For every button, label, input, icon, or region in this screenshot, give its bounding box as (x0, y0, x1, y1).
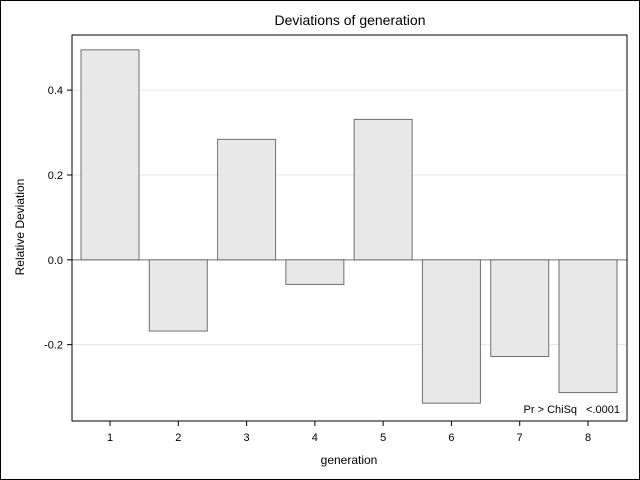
bar (217, 138, 277, 261)
x-axis-ticks: 1 2 3 4 5 6 7 8 (107, 421, 591, 444)
bar (148, 259, 208, 332)
x-tick-label: 4 (312, 432, 318, 444)
x-tick-label: 7 (517, 432, 523, 444)
y-tick-label: -0.2 (44, 340, 63, 352)
chisq-label: Pr > ChiSq (524, 404, 578, 416)
y-axis-label: Relative Deviation (13, 179, 27, 276)
plot-area (71, 34, 628, 422)
x-tick-label: 5 (380, 432, 386, 444)
bar (285, 259, 345, 285)
bar (421, 259, 481, 404)
y-axis-ticks: -0.2 0.0 0.2 0.4 (44, 85, 72, 352)
chisq-annotation: Pr > ChiSq <.0001 (524, 404, 620, 416)
x-tick-label: 3 (244, 432, 250, 444)
x-axis-label: generation (321, 453, 378, 467)
bar (490, 259, 550, 358)
bar (558, 259, 618, 394)
x-tick-label: 1 (107, 432, 113, 444)
x-tick-label: 6 (448, 432, 454, 444)
y-tick-label: 0.2 (48, 170, 63, 182)
chisq-value: <.0001 (586, 404, 620, 416)
y-tick-label: 0.0 (48, 255, 63, 267)
x-tick-label: 8 (585, 432, 591, 444)
bar (80, 49, 140, 261)
y-tick-label: 0.4 (48, 85, 63, 97)
bar (353, 118, 413, 261)
bars (80, 49, 618, 404)
x-tick-label: 2 (175, 432, 181, 444)
chart-title: Deviations of generation (275, 12, 426, 28)
